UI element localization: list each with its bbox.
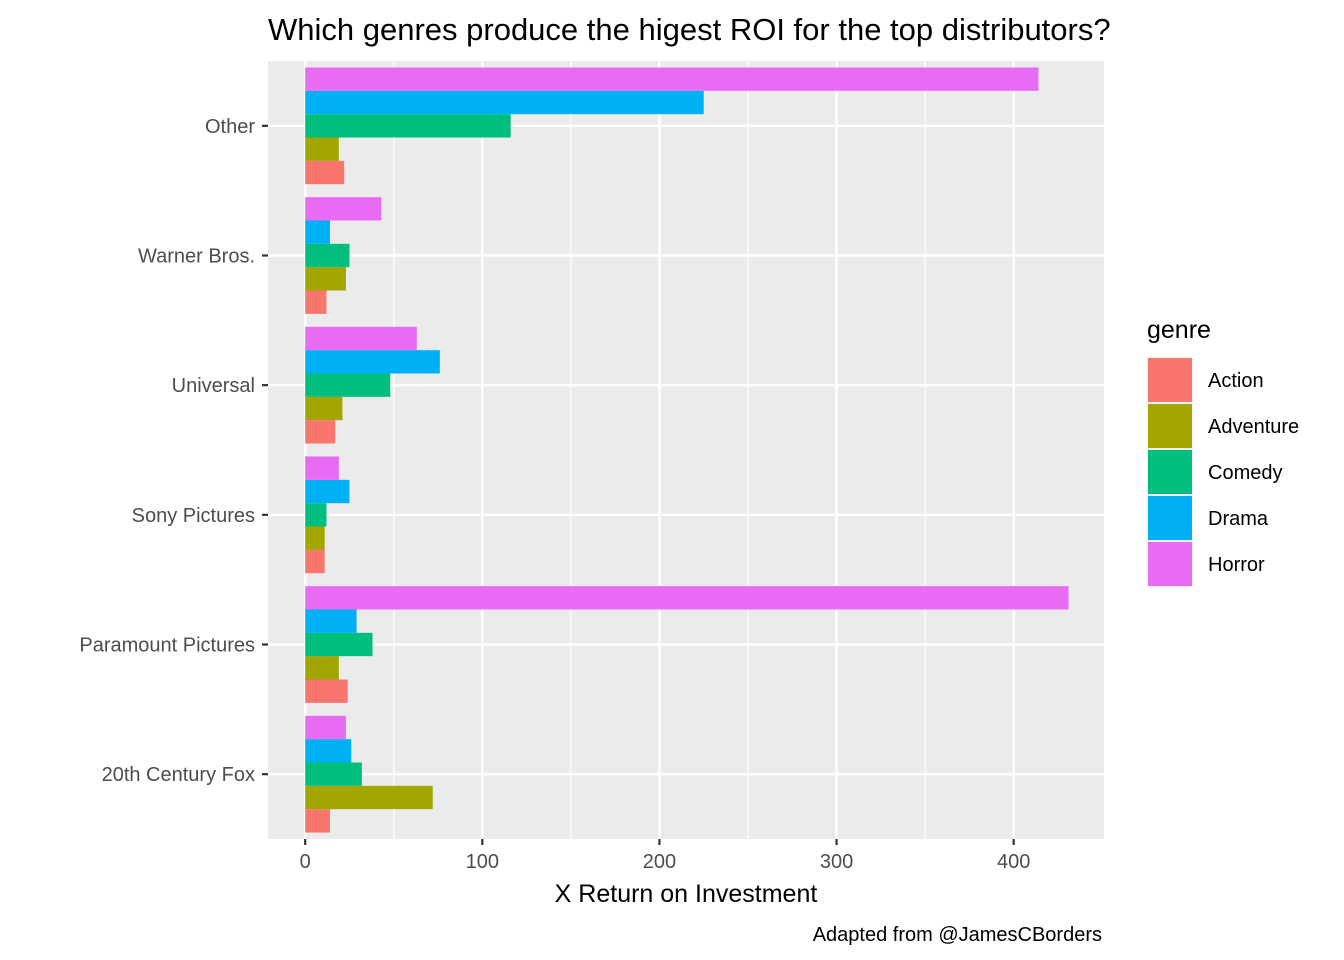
bar-paramount-pictures-drama	[305, 609, 357, 633]
bar-sony-pictures-comedy	[305, 503, 327, 527]
bar-universal-action	[305, 420, 336, 444]
legend-label-action: Action	[1208, 370, 1264, 392]
bar-20th-century-fox-adventure	[305, 785, 433, 810]
bar-sony-pictures-adventure	[305, 526, 325, 550]
bar-paramount-pictures-horror	[305, 586, 1069, 610]
y-axis: 20th Century Fox Paramount Pictures Sony P…	[79, 116, 268, 786]
legend-label-horror: Horror	[1208, 554, 1265, 576]
plot-panel	[268, 61, 1104, 839]
x-tick-label: 400	[997, 851, 1030, 873]
x-tick-label: 200	[643, 851, 676, 873]
y-tick-label: Universal	[172, 375, 255, 397]
y-tick-label: 20th Century Fox	[102, 764, 255, 786]
y-tick-label: Other	[205, 116, 255, 138]
bar-universal-drama	[305, 350, 440, 374]
legend-label-drama: Drama	[1208, 508, 1269, 530]
caption: Adapted from @JamesCBorders	[813, 924, 1102, 946]
bar-20th-century-fox-drama	[305, 739, 352, 763]
legend-swatch-adventure	[1148, 404, 1192, 448]
bar-paramount-pictures-adventure	[305, 656, 339, 680]
bar-universal-adventure	[305, 396, 343, 421]
bar-other-adventure	[305, 137, 339, 161]
bar-20th-century-fox-comedy	[305, 762, 362, 786]
bar-sony-pictures-action	[305, 549, 325, 574]
bar-warner-bros-adventure	[305, 267, 346, 291]
grid-lines	[268, 61, 1104, 839]
bar-other-drama	[305, 90, 704, 115]
y-tick-label: Warner Bros.	[138, 246, 255, 268]
legend: genre Action Adventure Comedy Drama Horror	[1147, 316, 1299, 587]
bar-sony-pictures-drama	[305, 479, 350, 504]
bar-other-comedy	[305, 114, 511, 138]
legend-swatch-comedy	[1148, 450, 1192, 494]
bar-paramount-pictures-comedy	[305, 632, 373, 657]
bar-warner-bros-comedy	[305, 243, 350, 268]
bar-20th-century-fox-horror	[305, 715, 346, 740]
bar-warner-bros-drama	[305, 220, 330, 244]
legend-swatch-action	[1148, 358, 1192, 402]
bar-paramount-pictures-action	[305, 679, 348, 703]
x-tick-label: 0	[300, 851, 311, 873]
bar-other-horror	[305, 67, 1039, 91]
legend-label-comedy: Comedy	[1208, 462, 1282, 484]
bar-warner-bros-horror	[305, 197, 382, 221]
bar-sony-pictures-horror	[305, 456, 339, 480]
y-tick-label: Sony Pictures	[132, 505, 255, 527]
bar-20th-century-fox-action	[305, 809, 330, 833]
chart-title: Which genres produce the higest ROI for …	[268, 12, 1111, 47]
x-tick-label: 300	[820, 851, 853, 873]
legend-swatch-horror	[1148, 542, 1192, 586]
bar-warner-bros-action	[305, 290, 327, 314]
bar-universal-horror	[305, 326, 417, 351]
bar-universal-comedy	[305, 373, 391, 397]
y-tick-label: Paramount Pictures	[79, 635, 255, 657]
bars	[305, 67, 1069, 833]
legend-swatch-drama	[1148, 496, 1192, 540]
legend-label-adventure: Adventure	[1208, 416, 1299, 438]
legend-title: genre	[1147, 316, 1211, 344]
bar-other-action	[305, 160, 345, 185]
x-axis-title: X Return on Investment	[555, 880, 818, 908]
x-tick-label: 100	[466, 851, 499, 873]
x-axis: 0 100 200 300 400	[300, 839, 1030, 873]
